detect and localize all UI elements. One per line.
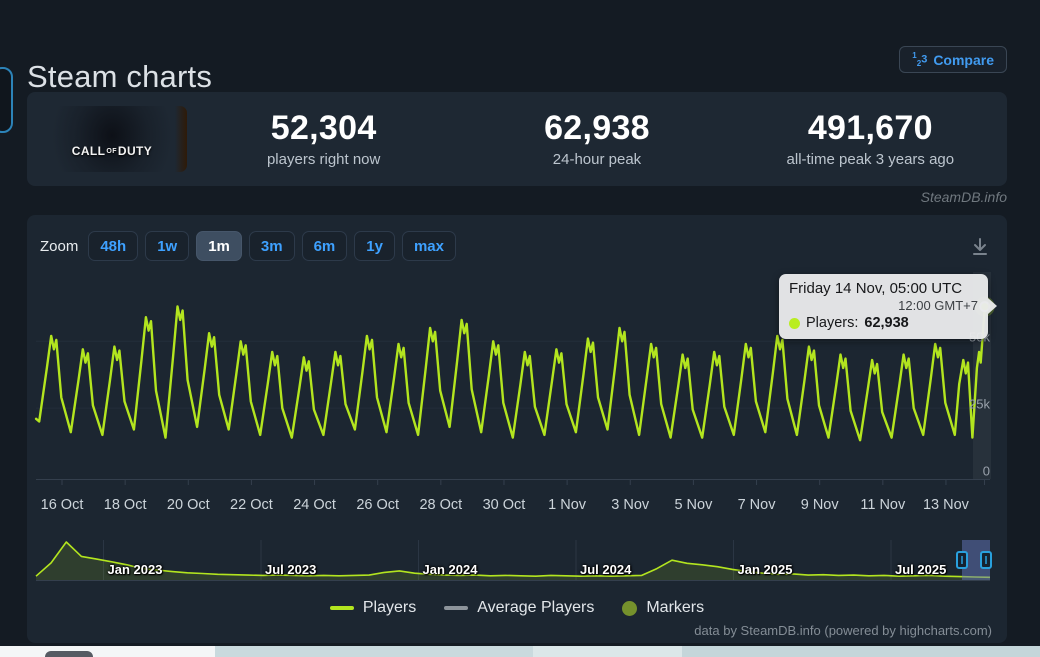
legend-item-average-players[interactable]: Average Players xyxy=(444,599,594,617)
navigator-label: Jul 2023 xyxy=(265,562,317,577)
zoom-range-48h[interactable]: 48h xyxy=(88,231,139,261)
legend-label: Players xyxy=(362,599,417,616)
x-axis-label: 22 Oct xyxy=(230,497,273,513)
zoom-range-toolbar: Zoom 48h 1w 1m 3m 6m 1y max xyxy=(40,231,456,261)
x-axis-label: 3 Nov xyxy=(611,497,650,513)
game-capsule-image[interactable]: CALLOFDUTY xyxy=(37,106,187,172)
x-axis-label: 20 Oct xyxy=(166,497,210,513)
zoom-range-3m[interactable]: 3m xyxy=(248,231,295,261)
legend-swatch xyxy=(329,606,354,610)
navigator-label: Jan 2023 xyxy=(107,562,163,577)
x-axis-label: 5 Nov xyxy=(674,497,713,513)
legend-swatch xyxy=(622,600,638,616)
x-axis-label: 1 Nov xyxy=(548,497,587,513)
download-icon[interactable] xyxy=(967,235,993,261)
stat-item: 491,670 all-time peak 3 years ago xyxy=(734,109,1007,168)
legend-swatch xyxy=(444,606,469,610)
stat-value: 62,938 xyxy=(544,109,650,148)
zoom-range-max[interactable]: max xyxy=(401,231,456,261)
navigator-label: Jul 2024 xyxy=(580,562,632,577)
offscreen-nav-fragment[interactable] xyxy=(0,67,13,133)
steamdb-watermark: SteamDB.info xyxy=(920,189,1007,205)
stat-item: 62,938 24-hour peak xyxy=(460,109,733,168)
legend-item-players[interactable]: Players xyxy=(329,599,417,617)
stat-label: players right now xyxy=(266,150,381,168)
tooltip-date: Friday 14 Nov, 05:00 UTC xyxy=(789,280,963,297)
x-axis-label: 7 Nov xyxy=(737,497,776,513)
chart-credit: data by SteamDB.info (powered by highcha… xyxy=(694,623,992,638)
stat-value: 491,670 xyxy=(807,109,933,148)
x-axis-label: 9 Nov xyxy=(800,497,839,513)
next-section-peek xyxy=(0,646,1040,657)
stats-row: 52,304 players right now 62,938 24-hour pea… xyxy=(187,109,1007,168)
legend-item-markers[interactable]: Markers xyxy=(622,599,704,617)
peek-segment xyxy=(0,646,215,657)
stat-item: 52,304 players right now xyxy=(187,109,460,168)
zoom-range-1y[interactable]: 1y xyxy=(354,231,395,261)
x-axis-label: 30 Oct xyxy=(482,497,526,513)
compare-button[interactable]: 123 Compare xyxy=(899,46,1007,73)
zoom-range-6m[interactable]: 6m xyxy=(301,231,348,261)
x-axis-label: 18 Oct xyxy=(103,497,147,513)
tooltip-players-value: 62,938 xyxy=(864,315,909,331)
chart-tooltip: Friday 14 Nov, 05:00 UTC 12:00 GMT+7 Pla… xyxy=(779,274,997,339)
x-axis-label: 16 Oct xyxy=(40,497,84,513)
stat-value: 52,304 xyxy=(270,109,377,148)
tooltip-series-label: Players: xyxy=(806,315,859,331)
zoom-range-1m[interactable]: 1m xyxy=(196,231,242,261)
navigator-label: Jan 2025 xyxy=(737,562,793,577)
zoom-label: Zoom xyxy=(40,237,79,255)
game-capsule-title: CALLOFDUTY xyxy=(71,144,153,158)
ordered-list-icon: 123 xyxy=(912,50,928,68)
y-axis-label: 25k xyxy=(969,396,990,412)
x-axis-label: 26 Oct xyxy=(356,497,400,513)
chart-legend: Players Average Players Markers xyxy=(27,599,1007,617)
series-dot-icon xyxy=(789,317,800,329)
peek-segment xyxy=(682,646,1040,657)
x-axis-label: 11 Nov xyxy=(860,497,906,513)
y-axis-label: 0 xyxy=(982,463,990,479)
tooltip-local-time: 12:00 GMT+7 xyxy=(898,298,978,313)
zoom-range-1w[interactable]: 1w xyxy=(145,231,190,261)
x-axis-label: 24 Oct xyxy=(293,497,336,513)
legend-label: Markers xyxy=(646,599,705,616)
peek-image xyxy=(45,651,93,657)
navigator-label: Jan 2024 xyxy=(422,562,478,577)
page-title: Steam charts xyxy=(27,58,213,94)
compare-button-label: Compare xyxy=(933,51,994,68)
stat-label: 24-hour peak xyxy=(552,150,642,168)
stats-panel: CALLOFDUTY 52,304 players right now 62,938… xyxy=(27,92,1007,186)
x-axis-label: 28 Oct xyxy=(419,497,463,513)
navigator-label: Jul 2025 xyxy=(895,562,947,577)
x-axis-label: 13 Nov xyxy=(922,497,969,513)
legend-label: Average Players xyxy=(477,599,595,616)
stat-label: all-time peak 3 years ago xyxy=(786,150,955,168)
peek-segment xyxy=(533,646,682,657)
peek-segment xyxy=(215,646,533,657)
